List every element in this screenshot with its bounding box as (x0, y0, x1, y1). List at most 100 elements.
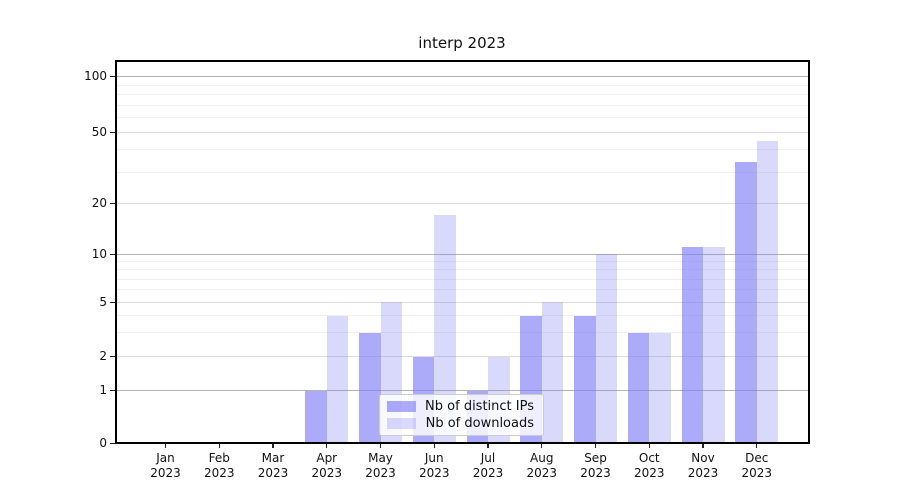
bar (595, 254, 617, 444)
y-minor-gridline (115, 261, 810, 263)
x-tick-month: Feb (208, 451, 230, 465)
x-tick-mark (702, 443, 704, 448)
right-spine (808, 60, 810, 444)
x-tick-year: 2023 (526, 466, 558, 480)
x-tick-label: Feb 2023 (189, 451, 249, 481)
x-tick-label: Aug 2023 (512, 451, 572, 481)
x-tick-year: 2023 (633, 466, 665, 480)
y-gridline (115, 132, 810, 134)
legend-swatch-distinct-ips (387, 401, 416, 412)
y-minor-gridline (115, 278, 810, 280)
y-tick-mark (109, 442, 115, 445)
x-tick-mark (218, 443, 220, 448)
x-tick-label: Apr 2023 (297, 451, 357, 481)
bar (574, 315, 596, 444)
x-tick-year: 2023 (418, 466, 450, 480)
y-gridline (115, 76, 810, 78)
y-tick-mark (109, 132, 115, 134)
y-gridline (115, 202, 810, 204)
y-minor-gridline (115, 117, 810, 119)
x-tick-label: Mar 2023 (243, 451, 303, 481)
y-minor-gridline (115, 171, 810, 173)
x-tick-label: Jan 2023 (136, 451, 196, 481)
legend-row-downloads: Nb of downloads (387, 415, 534, 431)
x-tick-year: 2023 (257, 466, 289, 480)
bar (703, 247, 725, 444)
y-tick-label: 10 (91, 246, 107, 261)
y-tick-label: 5 (99, 294, 107, 309)
y-tick-label: 1 (99, 383, 107, 398)
legend-row-distinct-ips: Nb of distinct IPs (387, 398, 534, 414)
x-tick-month: Mar (261, 451, 285, 465)
x-tick-month: Nov (691, 451, 715, 465)
x-tick-month: Jun (424, 451, 444, 465)
y-tick-label: 50 (91, 125, 107, 140)
x-tick-year: 2023 (741, 466, 773, 480)
y-tick-mark (109, 301, 115, 303)
x-tick-label: Sep 2023 (566, 451, 626, 481)
bar (359, 332, 381, 444)
y-tick-mark (109, 202, 115, 204)
x-tick-year: 2023 (365, 466, 396, 480)
x-tick-month: Jul (480, 451, 496, 465)
bar (541, 302, 564, 444)
x-tick-month: Aug (530, 451, 554, 465)
chart-title: interp 2023 (418, 34, 506, 52)
y-tick-mark (109, 253, 115, 255)
x-tick-month: Sep (584, 451, 607, 465)
legend-swatch-downloads (387, 418, 416, 429)
x-tick-label: Jul 2023 (458, 451, 518, 481)
bar (434, 215, 456, 444)
x-tick-mark (326, 443, 328, 448)
bar (326, 315, 349, 444)
x-tick-mark (541, 443, 543, 448)
x-tick-year: 2023 (203, 466, 235, 480)
x-tick-mark (487, 443, 489, 448)
x-tick-mark (272, 443, 274, 448)
bar (305, 390, 327, 444)
legend-label-downloads: Nb of downloads (425, 415, 534, 431)
x-tick-label: May 2023 (351, 451, 411, 481)
bar (756, 140, 779, 444)
x-tick-month: Apr (316, 451, 338, 465)
y-tick-label: 20 (91, 195, 107, 210)
y-gridline (115, 253, 810, 255)
y-tick-mark (109, 76, 115, 78)
x-tick-year: 2023 (472, 466, 504, 480)
bar (649, 332, 671, 444)
y-minor-gridline (115, 149, 810, 151)
x-tick-label: Dec 2023 (727, 451, 787, 481)
x-tick-mark (756, 443, 758, 448)
x-axis-labels: Jan 2023 Feb 2023 Mar 2023 Apr 2023 May 2023 Jun 20… (115, 451, 810, 485)
y-tick-label: 100 (84, 69, 107, 84)
y-axis-labels: 0 1 2 5 10 20 50 100 (0, 60, 107, 450)
bar (681, 247, 703, 444)
legend-label-distinct-ips: Nb of distinct IPs (425, 398, 534, 414)
y-minor-gridline (115, 269, 810, 271)
x-tick-label: Jun 2023 (404, 451, 464, 481)
y-tick-label: 2 (99, 349, 107, 364)
y-minor-gridline (115, 84, 810, 86)
x-tick-label: Oct 2023 (619, 451, 679, 481)
left-spine (115, 60, 117, 444)
x-tick-month: Jan (156, 451, 175, 465)
bar (735, 162, 757, 444)
y-tick-label: 0 (99, 436, 107, 450)
y-minor-gridline (115, 289, 810, 291)
y-minor-gridline (115, 315, 810, 317)
x-tick-mark (594, 443, 597, 448)
x-tick-month: May (368, 451, 393, 465)
x-tick-year: 2023 (311, 466, 343, 480)
plot-area (109, 60, 810, 448)
y-minor-gridline (115, 105, 810, 107)
x-tick-year: 2023 (687, 466, 719, 480)
x-tick-mark (379, 443, 382, 448)
x-tick-mark (433, 443, 435, 448)
x-tick-month: Dec (745, 451, 769, 465)
bottom-spine (115, 442, 810, 444)
y-gridline (115, 390, 810, 392)
x-tick-year: 2023 (150, 466, 181, 480)
x-tick-month: Oct (638, 451, 660, 465)
top-spine (115, 60, 810, 62)
